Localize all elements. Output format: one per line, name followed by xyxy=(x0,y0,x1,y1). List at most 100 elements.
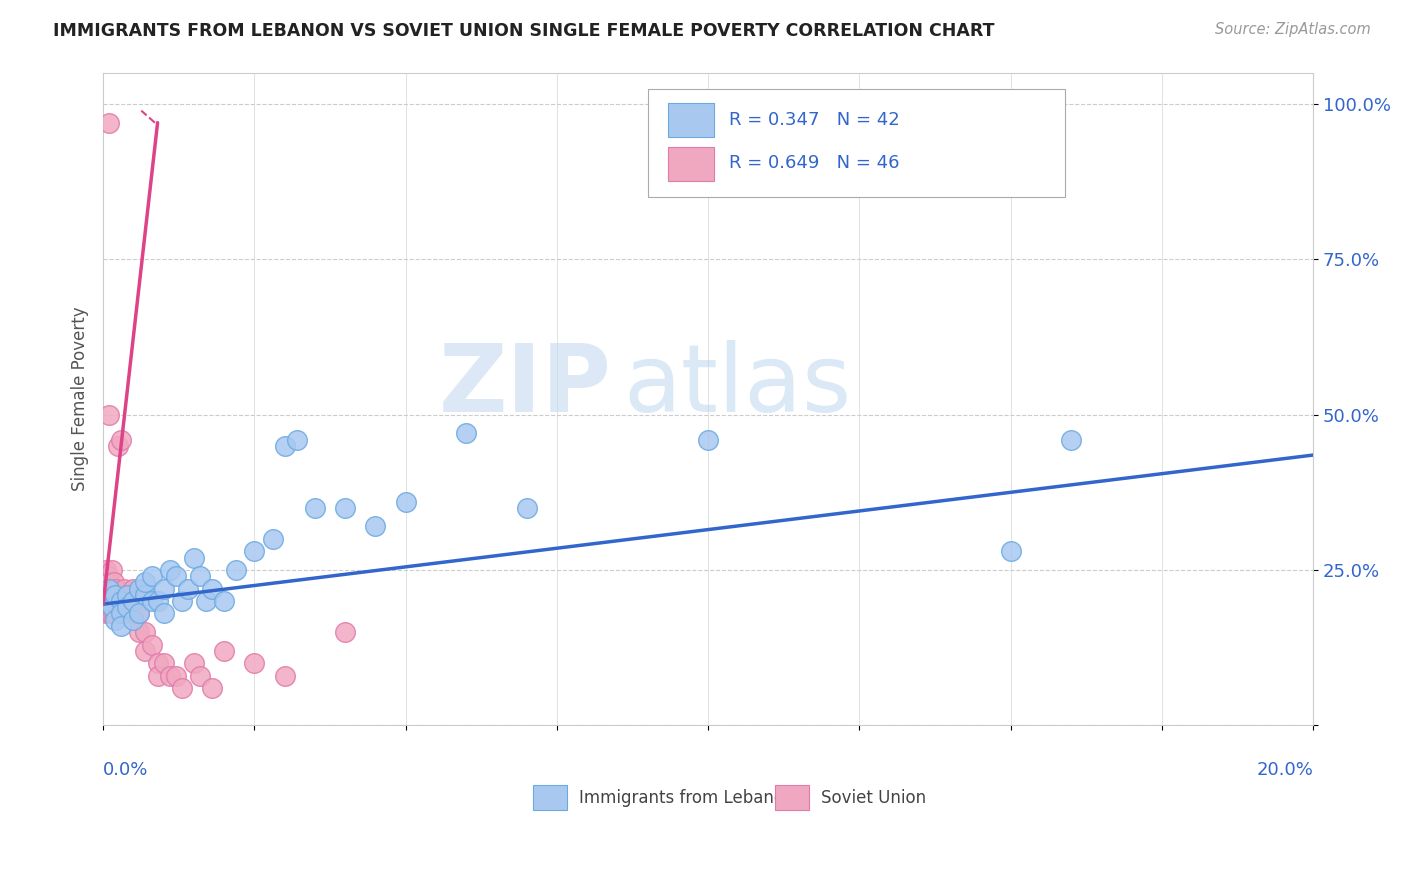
Point xyxy=(97,569,120,583)
Point xyxy=(96,594,118,608)
Point xyxy=(170,681,193,695)
Point xyxy=(333,625,356,640)
Point xyxy=(117,594,139,608)
Y-axis label: Single Female Poverty: Single Female Poverty xyxy=(72,307,89,491)
Point xyxy=(134,644,156,658)
Point xyxy=(188,569,211,583)
Point xyxy=(117,600,139,615)
Point xyxy=(243,656,266,670)
Point xyxy=(112,582,135,596)
Point xyxy=(273,668,295,682)
Text: Soviet Union: Soviet Union xyxy=(821,789,927,806)
Point xyxy=(104,613,127,627)
Point xyxy=(152,607,174,621)
Bar xyxy=(668,146,714,180)
Point xyxy=(98,408,121,422)
Point xyxy=(152,656,174,670)
Point xyxy=(101,563,124,577)
Point xyxy=(122,613,145,627)
Point xyxy=(103,607,125,621)
Point xyxy=(134,575,156,590)
Point xyxy=(195,594,218,608)
Point xyxy=(141,569,163,583)
Point xyxy=(100,582,122,596)
Point xyxy=(104,607,127,621)
Point xyxy=(128,607,150,621)
Point xyxy=(96,563,118,577)
Text: Source: ZipAtlas.com: Source: ZipAtlas.com xyxy=(1215,22,1371,37)
Point xyxy=(177,582,200,596)
Point xyxy=(94,582,117,596)
Point xyxy=(128,582,150,596)
Point xyxy=(1060,433,1083,447)
Bar xyxy=(775,785,808,810)
Point xyxy=(117,607,139,621)
Point xyxy=(94,607,117,621)
Point xyxy=(97,607,120,621)
Point xyxy=(159,563,181,577)
Text: R = 0.649   N = 46: R = 0.649 N = 46 xyxy=(728,154,900,172)
Point xyxy=(183,550,205,565)
Point xyxy=(201,582,224,596)
Text: 20.0%: 20.0% xyxy=(1257,761,1313,779)
Bar xyxy=(533,785,567,810)
Point xyxy=(456,426,478,441)
Point xyxy=(98,582,121,596)
Text: Immigrants from Lebanon: Immigrants from Lebanon xyxy=(579,789,794,806)
Point xyxy=(170,594,193,608)
Point xyxy=(333,500,356,515)
Point xyxy=(165,569,187,583)
Point xyxy=(516,500,538,515)
Point xyxy=(146,594,169,608)
Point xyxy=(122,607,145,621)
Point xyxy=(117,588,139,602)
Point xyxy=(110,594,132,608)
Point xyxy=(110,433,132,447)
Text: atlas: atlas xyxy=(623,340,852,432)
Point xyxy=(165,668,187,682)
Point xyxy=(98,594,121,608)
Point xyxy=(304,500,326,515)
Point xyxy=(395,494,418,508)
Point xyxy=(107,439,129,453)
Point xyxy=(110,607,132,621)
Point xyxy=(110,594,132,608)
Point xyxy=(122,582,145,596)
Point xyxy=(98,116,121,130)
Point xyxy=(110,619,132,633)
Point xyxy=(134,588,156,602)
Point xyxy=(225,563,247,577)
Point xyxy=(93,594,115,608)
Point xyxy=(128,607,150,621)
Point xyxy=(105,582,128,596)
Bar xyxy=(668,103,714,136)
Point xyxy=(141,638,163,652)
Point xyxy=(104,594,127,608)
Point xyxy=(212,644,235,658)
Point xyxy=(134,625,156,640)
Point xyxy=(101,582,124,596)
FancyBboxPatch shape xyxy=(648,89,1066,197)
Point xyxy=(188,668,211,682)
Text: ZIP: ZIP xyxy=(439,340,612,432)
Point xyxy=(98,575,121,590)
Text: R = 0.347   N = 42: R = 0.347 N = 42 xyxy=(728,111,900,129)
Point xyxy=(364,519,387,533)
Point xyxy=(104,588,127,602)
Text: 0.0%: 0.0% xyxy=(103,761,149,779)
Point xyxy=(159,668,181,682)
Point xyxy=(243,544,266,558)
Point xyxy=(122,594,145,608)
Point xyxy=(146,656,169,670)
Point xyxy=(262,532,284,546)
Point xyxy=(103,575,125,590)
Point xyxy=(101,600,124,615)
Point xyxy=(100,607,122,621)
Point xyxy=(128,625,150,640)
Point xyxy=(212,594,235,608)
Point xyxy=(96,582,118,596)
Point xyxy=(285,433,308,447)
Text: IMMIGRANTS FROM LEBANON VS SOVIET UNION SINGLE FEMALE POVERTY CORRELATION CHART: IMMIGRANTS FROM LEBANON VS SOVIET UNION … xyxy=(53,22,995,40)
Point xyxy=(183,656,205,670)
Point xyxy=(1000,544,1022,558)
